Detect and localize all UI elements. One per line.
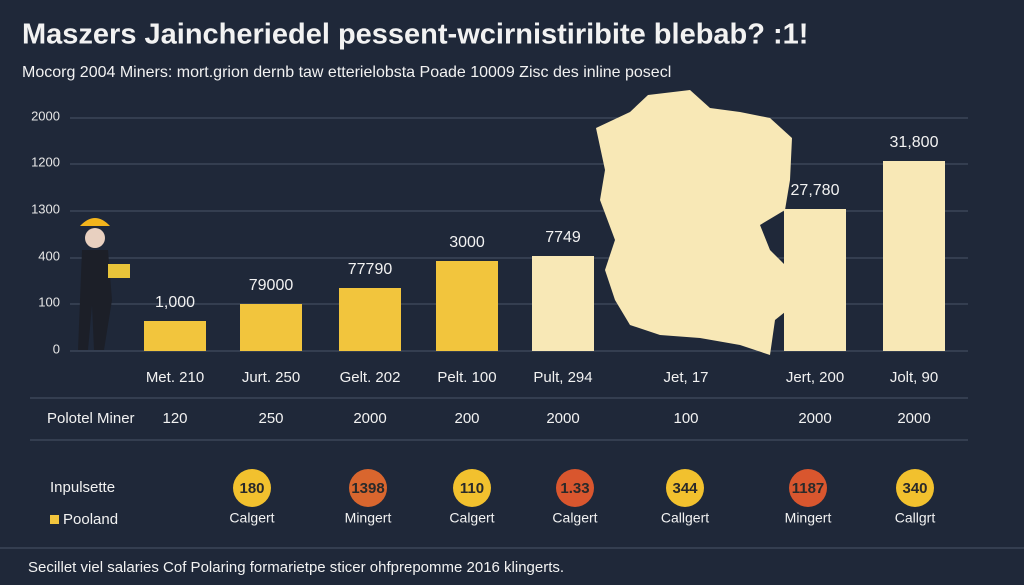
axis-label: 2000 (31, 108, 60, 123)
badge (789, 469, 827, 507)
category-label: Met. 210 (146, 369, 204, 386)
bar-label: 77790 (348, 261, 393, 278)
axis-label: 0 (53, 341, 60, 356)
category-label: Jurt. 250 (242, 369, 300, 386)
bar (436, 261, 498, 351)
row-value: 100 (673, 410, 698, 427)
bar (144, 321, 206, 351)
axis-label: 400 (38, 248, 60, 263)
badge-label: Callgrt (895, 510, 936, 526)
bar-label: 79000 (249, 277, 294, 294)
bar-label: 7749 (545, 229, 581, 246)
title: Maszers Jaincheriedel pessent-wcirnistir… (22, 19, 808, 51)
axis-label: 1200 (31, 154, 60, 169)
badge (453, 469, 491, 507)
badge-value: 1.33 (560, 480, 589, 497)
category-label: Gelt. 202 (340, 369, 401, 386)
axis-label: 1300 (31, 201, 60, 216)
badge-value: 1187 (792, 480, 825, 497)
badge-label: Mingert (345, 510, 392, 526)
row-name: Polotel Miner (47, 410, 135, 427)
badge (349, 469, 387, 507)
bar-label: 27,780 (791, 182, 840, 199)
category-label: Pult, 294 (533, 369, 592, 386)
map-shape (596, 90, 800, 355)
bar-label: 3000 (449, 234, 485, 251)
badge-value: 340 (902, 480, 927, 497)
badge-label: Calgert (449, 510, 494, 526)
row-value: 2000 (897, 410, 930, 427)
badge (896, 469, 934, 507)
footer: Secillet viel salaries Cof Polaring form… (28, 559, 564, 576)
axis: 2000 1200 1300 400 100 0 (31, 108, 968, 356)
subtitle: Mocorg 2004 Miners: mort.grion dernb taw… (22, 64, 671, 81)
category-label: Pelt. 100 (437, 369, 496, 386)
badges: 180 Calgert 1398 Mingert 110 Calgert 1.33 Calge… (229, 469, 935, 526)
badge-label: Calgert (229, 510, 274, 526)
legend-swatch (50, 515, 59, 524)
badge-value: 180 (239, 480, 264, 497)
badge (233, 469, 271, 507)
axis-label: 100 (38, 294, 60, 309)
row-value: 120 (162, 410, 187, 427)
badge-value: 1398 (351, 480, 384, 497)
bars: 1,000 Met. 210 120 79000 Jurt. 250 250 77790 Ge… (144, 134, 945, 427)
bar-label: 31,800 (890, 134, 939, 151)
category-label: Jolt, 90 (890, 369, 938, 386)
badge-value: 110 (460, 480, 484, 497)
row-value: 2000 (546, 410, 579, 427)
row-value: 2000 (353, 410, 386, 427)
bar (532, 256, 594, 351)
bar (240, 304, 302, 351)
row-value: 200 (454, 410, 479, 427)
row-value: 250 (258, 410, 283, 427)
badge (556, 469, 594, 507)
bar (339, 288, 401, 351)
badge-label: Mingert (785, 510, 832, 526)
miner-figure (78, 218, 130, 350)
badge (666, 469, 704, 507)
category-label: Jet, 17 (663, 369, 708, 386)
bar (883, 161, 945, 351)
badge-label: Callgert (661, 510, 709, 526)
legend-item: Pooland (63, 511, 118, 528)
bar (784, 209, 846, 351)
row-value: 2000 (798, 410, 831, 427)
legend-title: Inpulsette (50, 479, 115, 496)
badge-value: 344 (672, 480, 698, 497)
badge-label: Calgert (552, 510, 597, 526)
bar-label: 1,000 (155, 294, 195, 311)
category-label: Jert, 200 (786, 369, 844, 386)
